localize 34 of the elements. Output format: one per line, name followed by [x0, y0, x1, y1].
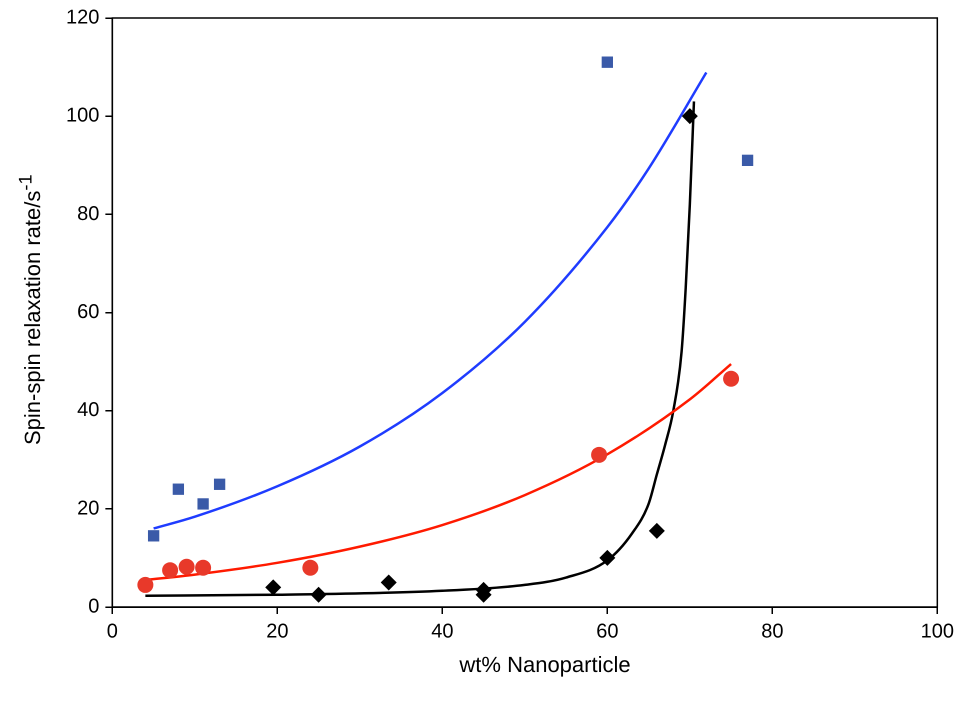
y-tick-label: 40 [77, 399, 100, 422]
point [172, 484, 184, 495]
y-tick-label: 80 [77, 202, 100, 225]
point [682, 108, 698, 124]
point [591, 446, 608, 463]
point [214, 478, 226, 490]
x-tick-label: 20 [266, 620, 288, 643]
point [648, 522, 665, 539]
point [148, 530, 160, 542]
y-tick-label: 120 [66, 6, 100, 29]
y-tick-label: 60 [77, 301, 100, 324]
y-tick-label: 100 [66, 104, 100, 127]
point [195, 560, 212, 576]
point [197, 498, 209, 510]
point [599, 550, 616, 566]
point [380, 574, 397, 590]
point [137, 576, 154, 593]
y-tick-label: 0 [88, 596, 100, 618]
x-tick-label: 100 [920, 620, 954, 643]
point [178, 558, 195, 575]
x-tick-label: 80 [761, 620, 784, 643]
x-tick-label: 0 [106, 620, 118, 643]
point [162, 562, 178, 578]
point [723, 370, 740, 387]
point [310, 586, 327, 603]
point [302, 560, 318, 576]
point [602, 56, 613, 68]
point [265, 579, 282, 596]
y-tick-label: 20 [77, 497, 100, 520]
x-tick-label: 40 [431, 620, 454, 643]
x-tick-label: 60 [596, 620, 618, 643]
line-series [152, 71, 708, 530]
point [742, 154, 754, 166]
x-axis-title: wt% Nanoparticle [458, 652, 632, 678]
